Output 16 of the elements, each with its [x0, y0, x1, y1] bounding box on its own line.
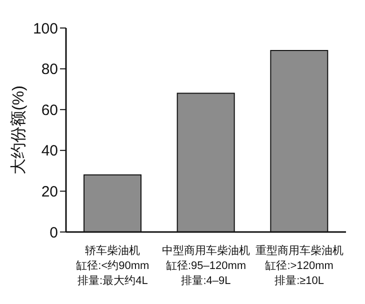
x-tick-label: 重型商用车柴油机 — [255, 244, 344, 257]
y-tick-label: 20 — [41, 184, 58, 201]
y-tick-label: 80 — [41, 61, 58, 78]
y-tick-label: 40 — [41, 142, 58, 160]
text: 缸径:95–120mm — [166, 260, 246, 272]
y-tick-label: 60 — [41, 102, 58, 119]
text: 排量:最大约4L — [78, 274, 148, 287]
x-tick-label: 轿车柴油机 — [85, 244, 140, 257]
text: 缸径:>120mm — [265, 260, 334, 272]
y-tick-label: 0 — [50, 224, 58, 242]
x-tick-label: 中型商用车柴油机 — [162, 244, 250, 257]
text: 排量:4–9L — [181, 275, 231, 287]
text: 排量:≥10L — [274, 275, 324, 287]
y-axis-title: 大约份额(%) — [10, 86, 28, 174]
text: 缸径:<约90mm — [76, 260, 150, 272]
y-tick-label: 100 — [32, 20, 58, 38]
